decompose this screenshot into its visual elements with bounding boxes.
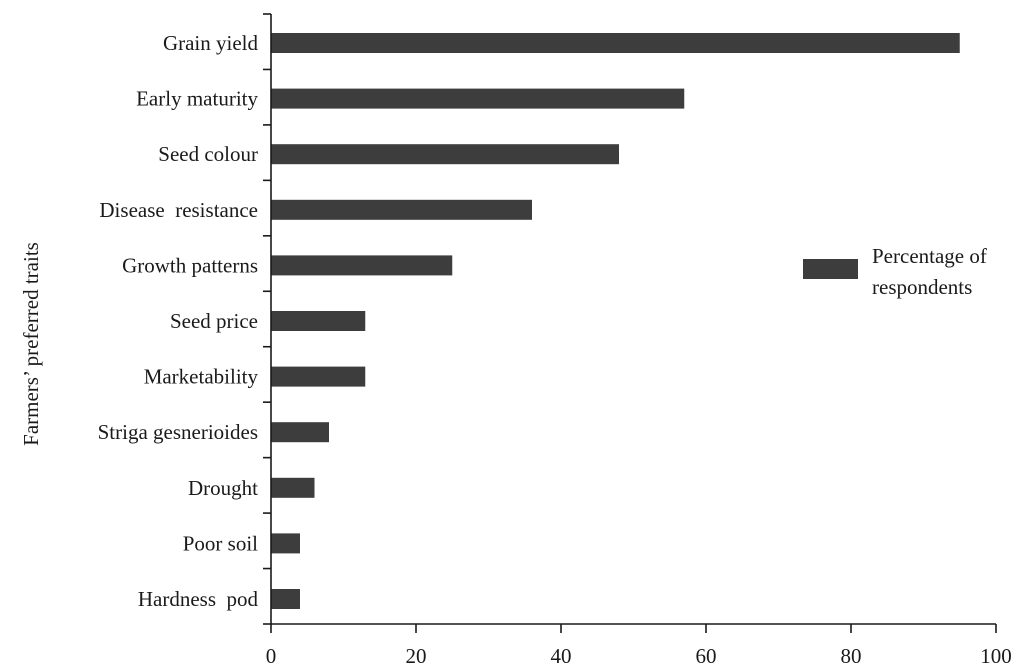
bar: [271, 477, 315, 498]
category-label: Early maturity: [136, 87, 258, 111]
category-label: Grain yield: [163, 31, 259, 55]
x-tick-label: 80: [841, 644, 862, 668]
category-label: Hardness pod: [138, 587, 259, 611]
x-tick-label: 20: [406, 644, 427, 668]
bar: [271, 255, 453, 276]
bar: [271, 589, 300, 609]
y-axis-ticks: [263, 13, 271, 625]
x-tick-label: 60: [696, 644, 717, 668]
category-label: Striga gesnerioides: [98, 420, 258, 444]
x-tick-label: 40: [551, 644, 572, 668]
category-label: Seed price: [170, 309, 258, 333]
bar: [271, 366, 366, 387]
x-tick-label: 0: [266, 644, 277, 668]
legend-swatch: [803, 259, 858, 279]
category-label: Seed colour: [158, 142, 258, 166]
category-label: Disease resistance: [99, 198, 258, 222]
bar: [271, 33, 960, 53]
bar: [271, 144, 619, 165]
bar: [271, 533, 300, 554]
bar: [271, 88, 685, 109]
legend-label-line-2: respondents: [872, 275, 972, 299]
y-axis-title: Farmers’ preferred traits: [19, 242, 43, 446]
category-label: Marketability: [144, 365, 259, 389]
legend-label-line-1: Percentage of: [872, 244, 987, 268]
x-axis-ticks: 0 20 40 60 80 100: [266, 624, 1012, 668]
bars-group: [271, 33, 960, 609]
category-label: Drought: [188, 476, 258, 500]
category-label: Growth patterns: [122, 253, 258, 277]
category-labels: Grain yield Early maturity Seed colour Dise…: [98, 31, 259, 611]
bar: [271, 311, 366, 331]
legend: Percentage of respondents: [803, 244, 987, 299]
x-tick-label: 100: [980, 644, 1012, 668]
category-label: Poor soil: [183, 531, 258, 555]
bar: [271, 422, 329, 443]
bar: [271, 199, 532, 220]
